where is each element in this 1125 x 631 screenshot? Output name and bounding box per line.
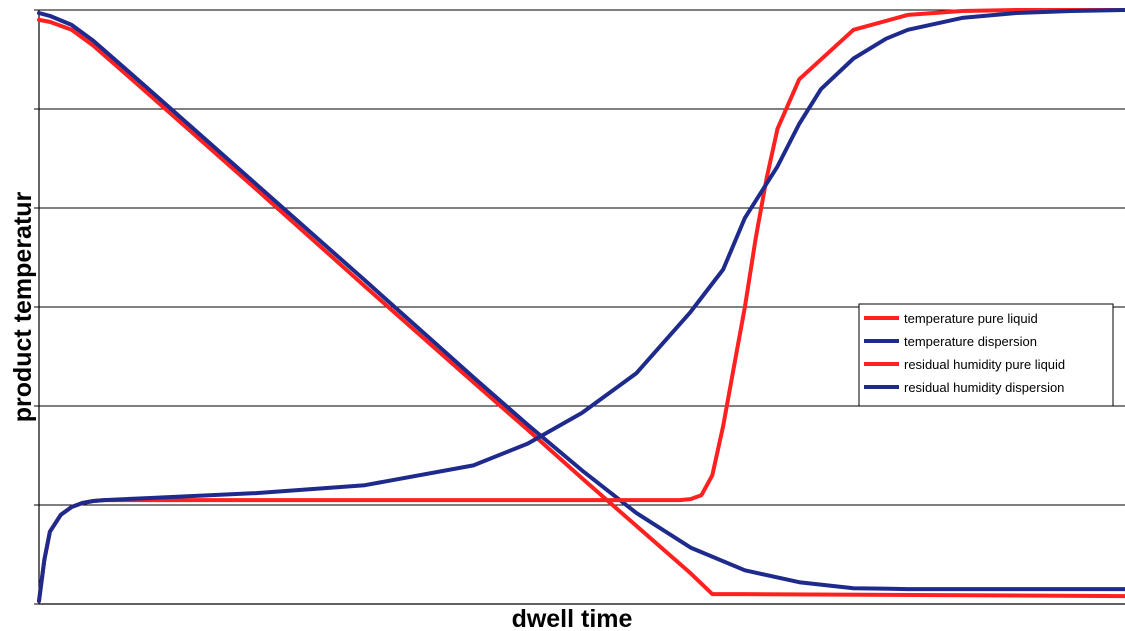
legend-item-1: temperature pure liquid <box>864 311 1038 326</box>
gridlines <box>39 9 1125 506</box>
legend-box <box>858 303 1114 407</box>
legend-label: residual humidity dispersion <box>904 380 1064 395</box>
legend-item-3: residual humidity pure liquid <box>864 357 1065 372</box>
y-axis-ticks <box>34 9 39 605</box>
legend: temperature pure liquid temperature dispe… <box>858 303 1114 407</box>
series-line-1 <box>37 17 1125 599</box>
x-axis-label: dwell time <box>512 605 633 631</box>
legend-label: temperature dispersion <box>904 334 1037 349</box>
legend-label: temperature pure liquid <box>904 311 1038 326</box>
y-axis-label: product temperatur <box>9 191 37 422</box>
legend-item-2: temperature dispersion <box>864 334 1037 349</box>
series-line-2 <box>37 11 1125 592</box>
series-layer <box>37 8 1125 603</box>
series-line-4 <box>37 8 1125 603</box>
legend-label: residual humidity pure liquid <box>904 357 1065 372</box>
legend-item-4: residual humidity dispersion <box>864 380 1064 395</box>
